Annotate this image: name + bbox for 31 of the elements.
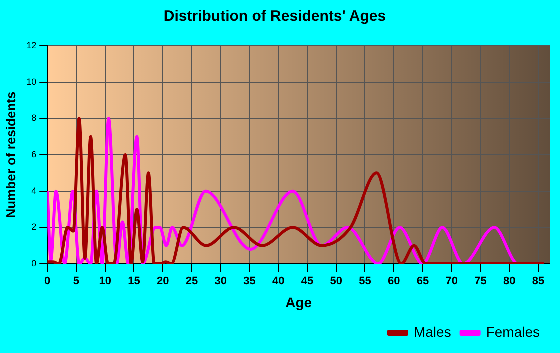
x-tick-label: 75 (474, 276, 487, 288)
x-tick-label: 60 (388, 276, 400, 288)
x-tick-label: 45 (301, 276, 314, 288)
legend-label: Males (414, 324, 452, 340)
y-tick-label: 0 (32, 258, 37, 268)
x-axis-title: Age (286, 294, 312, 310)
x-tick-label: 15 (128, 276, 140, 288)
x-tick-label: 25 (186, 276, 198, 288)
y-tick-label: 6 (32, 149, 37, 160)
y-tick-label: 4 (32, 186, 37, 196)
y-tick-label: 8 (32, 113, 37, 124)
x-tick-label: 50 (330, 276, 342, 288)
x-tick-label: 55 (359, 276, 372, 288)
x-tick-label: 20 (156, 276, 170, 288)
x-tick-label: 70 (446, 276, 458, 288)
x-tick-label: 10 (99, 276, 112, 288)
y-tick-label: 10 (26, 76, 37, 87)
y-tick-label: 12 (26, 40, 37, 50)
legend-label: Females (486, 324, 540, 340)
chart-title: Distribution of Residents' Ages (164, 8, 386, 26)
x-tick-label: 5 (73, 276, 80, 288)
x-tick-label: 30 (214, 276, 227, 288)
x-tick-label: 40 (272, 276, 285, 288)
line-series (48, 117, 546, 264)
x-tick-label: 85 (532, 276, 545, 288)
y-tick-label: 2 (32, 222, 37, 232)
x-tick-label: 35 (244, 276, 256, 288)
x-tick-label: 65 (416, 276, 430, 288)
y-axis-title: Number of residents (3, 92, 18, 218)
x-tick-label: 0 (44, 276, 51, 288)
x-tick-label: 80 (503, 276, 516, 288)
